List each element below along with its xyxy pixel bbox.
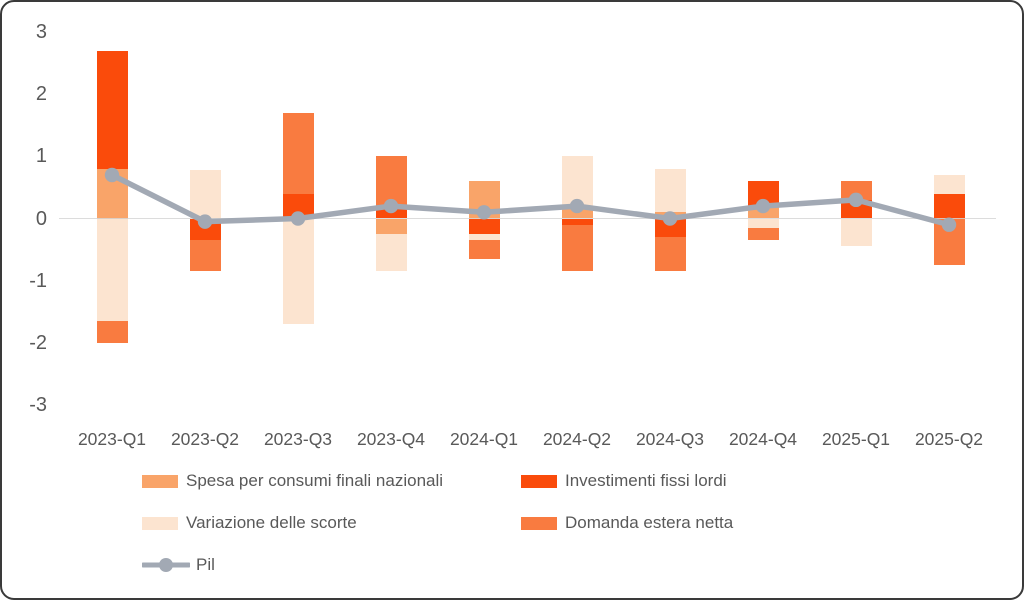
pil-point [476,205,492,220]
x-axis-category-label: 2023-Q1 [77,429,147,449]
bar-segment [189,170,221,219]
bar-segment [468,234,500,241]
pil-point [662,211,678,226]
bar-segment [561,218,593,225]
legend-item: Pil [142,555,521,575]
y-axis-tick-label: 2 [35,83,47,106]
y-axis-tick-label: 1 [35,145,47,168]
pil-line-path [109,172,952,228]
legend-label: Pil [196,555,215,574]
y-axis-tick-label: 3 [35,21,47,43]
bar-segment [747,218,779,228]
bar-segment [933,193,965,219]
pil-point [104,167,120,183]
legend-swatch [521,516,557,530]
legend-line-symbol [142,558,190,572]
bar-segment [468,240,500,259]
y-axis-tick-label: -2 [29,331,47,354]
bar-segment [96,50,128,169]
legend-swatch [142,474,178,488]
x-axis-category-label: 2025-Q1 [821,429,891,449]
bar-segment [654,237,686,272]
x-axis-category-label: 2024-Q1 [449,429,519,449]
x-axis-category-label: 2025-Q2 [914,429,984,449]
bar-segment [96,321,128,343]
legend-swatch [142,516,178,530]
bar-segment [375,218,407,235]
x-axis-category-label: 2023-Q3 [263,429,333,449]
pil-point [755,198,771,214]
x-axis-category-label: 2024-Q2 [542,429,612,449]
legend-swatch [521,474,557,488]
bar-segment [747,227,779,241]
legend-item: Investimenti fissi lordi [521,471,861,491]
x-axis-category-label: 2023-Q4 [356,429,426,449]
x-axis-category-label: 2024-Q4 [728,429,798,449]
bar-segment [282,218,314,325]
legend-item: Spesa per consumi finali nazionali [142,471,521,491]
legend-item: Variazione delle scorte [142,513,521,533]
pil-point [290,211,306,226]
y-axis-tick-label: 0 [35,207,47,230]
bar-segment [654,168,686,213]
x-axis-category-label: 2023-Q2 [170,429,240,449]
bar-segment [654,218,686,238]
legend-label: Domanda estera netta [565,513,734,532]
bar-segment [375,156,407,207]
y-axis-tick-label: -1 [29,269,47,292]
zero-gridline [59,217,996,220]
bar-segment [96,218,128,322]
y-axis-tick-label: -3 [29,394,47,417]
pil-point [569,198,585,214]
pil-point [848,192,864,208]
bar-segment [282,112,314,194]
legend-label: Investimenti fissi lordi [565,471,727,490]
legend: Spesa per consumi finali nazionali Invest… [142,471,861,597]
pil-point [941,217,957,232]
pil-point [383,198,399,214]
legend-label: Spesa per consumi finali nazionali [186,471,444,490]
x-axis-category-label: 2024-Q3 [635,429,705,449]
legend-label: Variazione delle scorte [186,513,357,532]
bar-segment [840,218,872,247]
legend-item: Domanda estera netta [521,513,861,533]
bar-segment [933,174,965,194]
bar-segment [468,218,500,235]
bar-segment [561,209,593,219]
pil-point [197,214,213,229]
bar-segment [375,234,407,272]
bar-segment [189,240,221,272]
bar-segment [561,224,593,272]
bar-segment [840,181,872,200]
